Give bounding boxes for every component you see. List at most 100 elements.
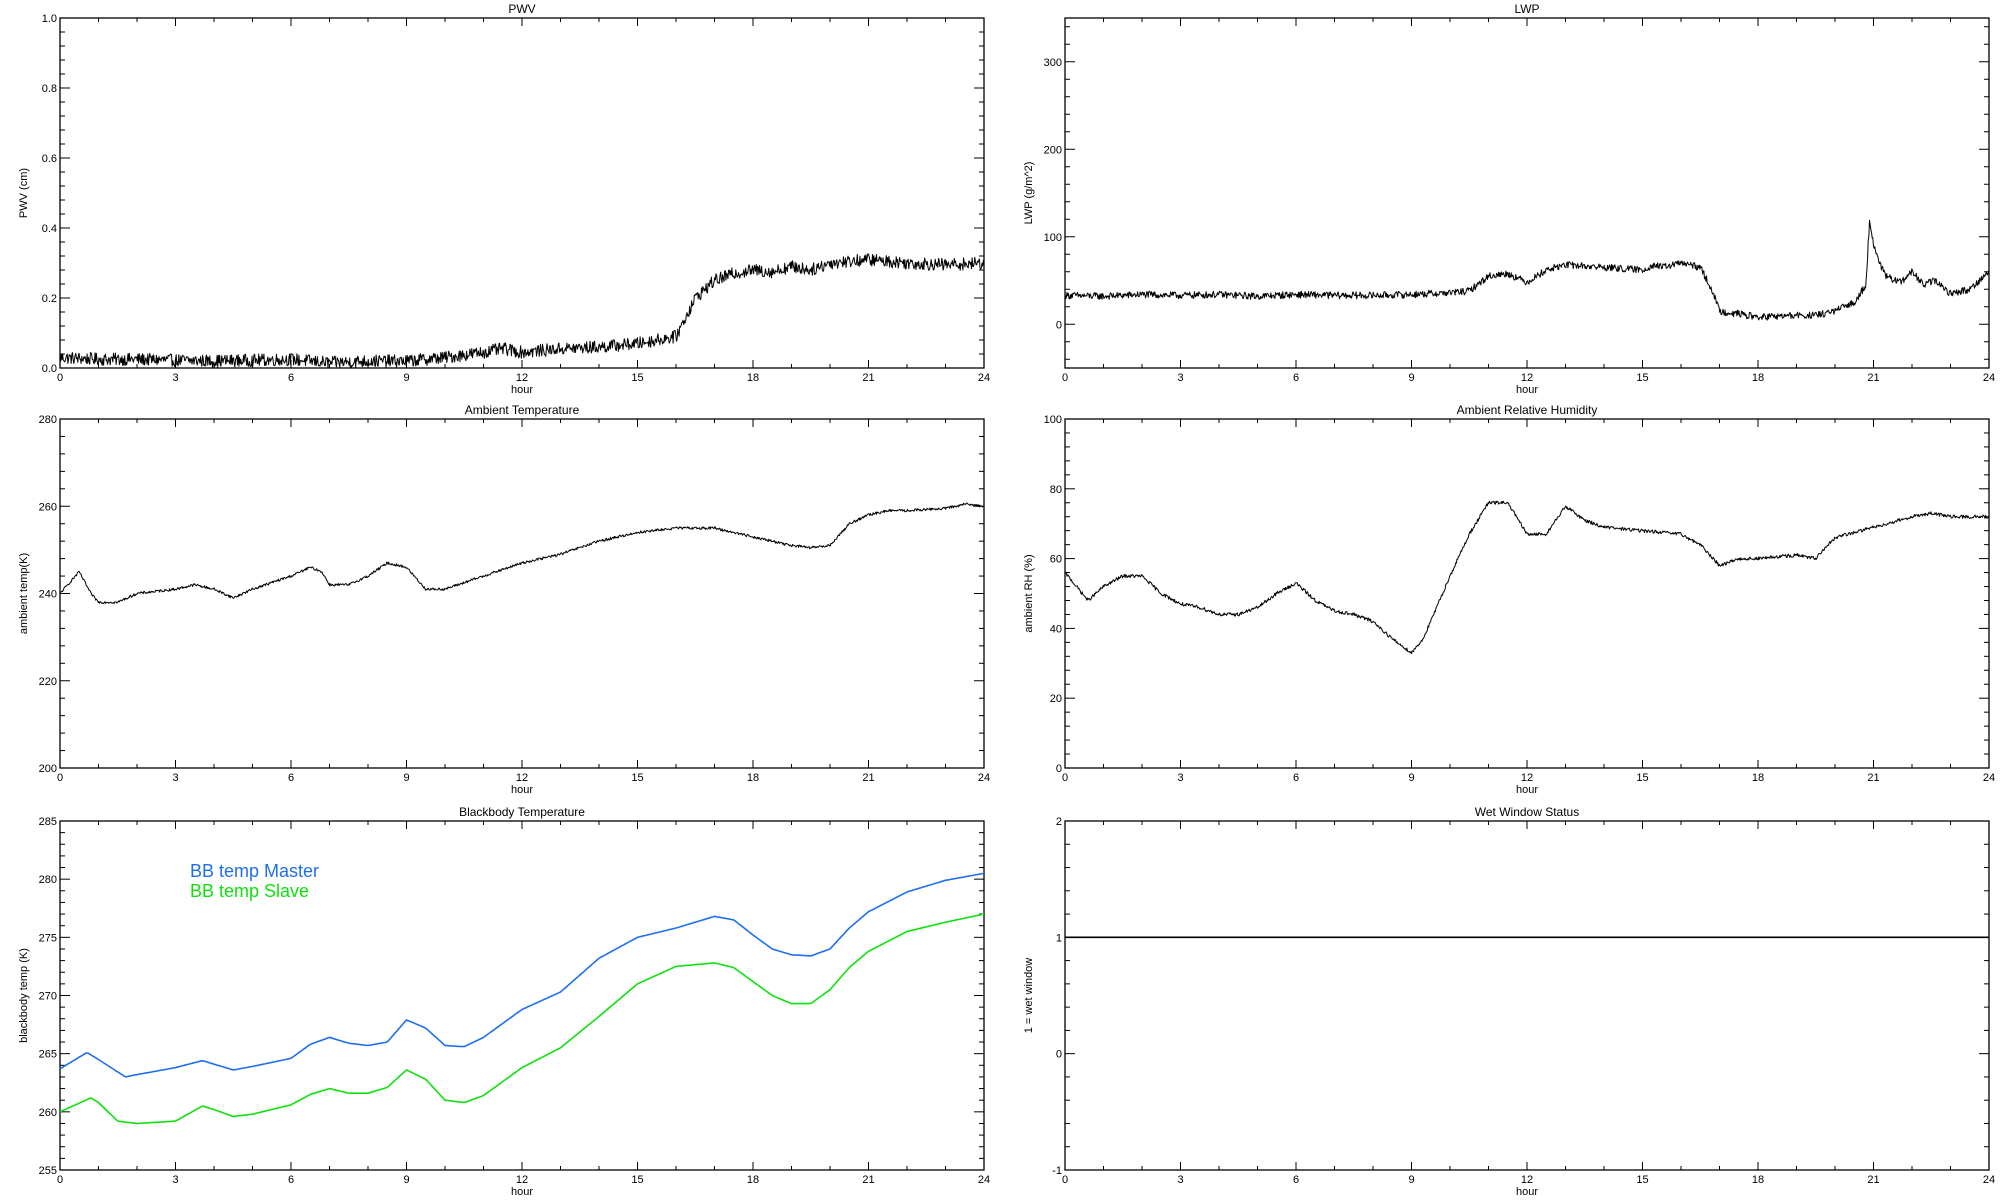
- x-tick-label: 9: [403, 1174, 409, 1186]
- x-tick-label: 24: [978, 372, 990, 384]
- x-tick-label: 0: [57, 772, 63, 784]
- plot-frame: [1064, 820, 1990, 1171]
- x-axis: 0 3 6 9 12 15 18 21 24: [1062, 419, 1995, 784]
- x-tick-label: 0: [1062, 1174, 1068, 1186]
- x-tick-label: 0: [57, 1174, 63, 1186]
- y-axis-label: LWP (g/m^2): [1023, 162, 1035, 225]
- x-tick-label: 12: [1521, 372, 1533, 384]
- y-tick-label: 270: [39, 991, 57, 1003]
- x-tick-label: 9: [403, 372, 409, 384]
- y-tick-label: 100: [1044, 232, 1062, 244]
- x-tick-label: 15: [1636, 772, 1648, 784]
- chart-title: Blackbody Temperature: [459, 805, 585, 819]
- legend-entry-1: BB temp Slave: [190, 881, 309, 901]
- x-tick-label: 15: [631, 372, 643, 384]
- x-tick-label: 3: [1177, 372, 1183, 384]
- y-tick-label: 100: [1044, 414, 1062, 426]
- y-tick-label: -1: [1052, 1165, 1062, 1177]
- y-tick-label: 300: [1044, 57, 1062, 69]
- x-tick-label: 18: [747, 772, 759, 784]
- series-line-0: [59, 872, 985, 1078]
- x-tick-label: 3: [1177, 772, 1183, 784]
- x-axis: 0 3 6 9 12 15 18 21 24: [1062, 18, 1995, 384]
- x-tick-label: 6: [288, 1174, 294, 1186]
- x-tick-label: 24: [1983, 772, 1995, 784]
- y-axis-label: ambient RH (%): [1023, 554, 1035, 632]
- series-line-0: [59, 502, 985, 604]
- y-axis: 0 100 200 300: [1044, 26, 1989, 360]
- x-tick-label: 18: [747, 1174, 759, 1186]
- x-tick-label: 6: [1293, 372, 1299, 384]
- y-tick-label: 60: [1050, 554, 1062, 566]
- y-tick-label: 0.4: [42, 223, 57, 235]
- chart-title: PWV: [508, 2, 535, 16]
- series-line-0: [59, 253, 985, 369]
- y-tick-label: 1: [1056, 932, 1062, 944]
- y-tick-label: 0: [1056, 763, 1062, 775]
- x-tick-label: 3: [172, 372, 178, 384]
- x-tick-label: 24: [978, 1174, 990, 1186]
- y-tick-label: 0.0: [42, 363, 57, 375]
- x-tick-label: 6: [1293, 1174, 1299, 1186]
- x-tick-label: 21: [1867, 772, 1879, 784]
- x-tick-label: 12: [516, 772, 528, 784]
- y-tick-label: 260: [39, 1107, 57, 1119]
- y-axis-label: 1 = wet window: [1023, 958, 1035, 1034]
- x-tick-label: 0: [57, 372, 63, 384]
- x-axis-label: hour: [511, 784, 533, 796]
- y-tick-label: 1.0: [42, 13, 57, 25]
- x-tick-label: 18: [1752, 372, 1764, 384]
- x-tick-label: 15: [631, 772, 643, 784]
- x-axis-label: hour: [511, 384, 533, 396]
- y-axis: 255 260 265 270 275 280 285: [39, 816, 984, 1177]
- y-tick-label: 280: [39, 414, 57, 426]
- chart-panel-0: PWV 0 3 6 9 12 15 18 21 24 hour 0.0 0.2 0.4 0.6 0.8 1.0 P…: [18, 2, 990, 396]
- x-axis: 0 3 6 9 12 15 18 21 24: [1062, 821, 1995, 1186]
- x-axis-label: hour: [1516, 1186, 1538, 1198]
- x-tick-label: 12: [516, 372, 528, 384]
- x-tick-label: 0: [1062, 772, 1068, 784]
- x-tick-label: 12: [516, 1174, 528, 1186]
- x-tick-label: 18: [1752, 1174, 1764, 1186]
- x-tick-label: 21: [862, 372, 874, 384]
- chart-title: Ambient Temperature: [465, 403, 580, 417]
- y-tick-label: 0.6: [42, 153, 57, 165]
- x-tick-label: 6: [1293, 772, 1299, 784]
- x-tick-label: 21: [862, 1174, 874, 1186]
- y-tick-label: 20: [1050, 693, 1062, 705]
- x-tick-label: 15: [631, 1174, 643, 1186]
- x-tick-label: 0: [1062, 372, 1068, 384]
- x-tick-label: 9: [1408, 772, 1414, 784]
- y-axis: -1 0 1 2: [1052, 816, 1989, 1177]
- y-axis: 0.0 0.2 0.4 0.6 0.8 1.0: [42, 13, 984, 375]
- y-tick-label: 265: [39, 1049, 57, 1061]
- y-axis-label: ambient temp(K): [18, 553, 30, 634]
- y-tick-label: 2: [1056, 816, 1062, 828]
- legend-entry-0: BB temp Master: [190, 861, 319, 881]
- y-tick-label: 0: [1056, 319, 1062, 331]
- y-tick-label: 280: [39, 874, 57, 886]
- y-tick-label: 0: [1056, 1049, 1062, 1061]
- x-tick-label: 12: [1521, 1174, 1533, 1186]
- x-axis: 0 3 6 9 12 15 18 21 24: [57, 821, 990, 1186]
- y-axis-label: blackbody temp (K): [18, 948, 30, 1043]
- x-tick-label: 9: [403, 772, 409, 784]
- x-tick-label: 21: [1867, 1174, 1879, 1186]
- y-axis: 0 20 40 60 80 100: [1044, 414, 1989, 775]
- series-line-0: [1064, 219, 1990, 321]
- x-tick-label: 12: [1521, 772, 1533, 784]
- x-tick-label: 24: [1983, 372, 1995, 384]
- x-tick-label: 6: [288, 372, 294, 384]
- x-tick-label: 24: [978, 772, 990, 784]
- x-tick-label: 18: [747, 372, 759, 384]
- x-axis-label: hour: [1516, 384, 1538, 396]
- x-axis-label: hour: [1516, 784, 1538, 796]
- x-axis-label: hour: [511, 1186, 533, 1198]
- y-axis: 200 220 240 260 280: [39, 414, 984, 775]
- plot-frame: [1064, 418, 1990, 769]
- y-tick-label: 285: [39, 816, 57, 828]
- y-tick-label: 200: [1044, 144, 1062, 156]
- y-tick-label: 80: [1050, 484, 1062, 496]
